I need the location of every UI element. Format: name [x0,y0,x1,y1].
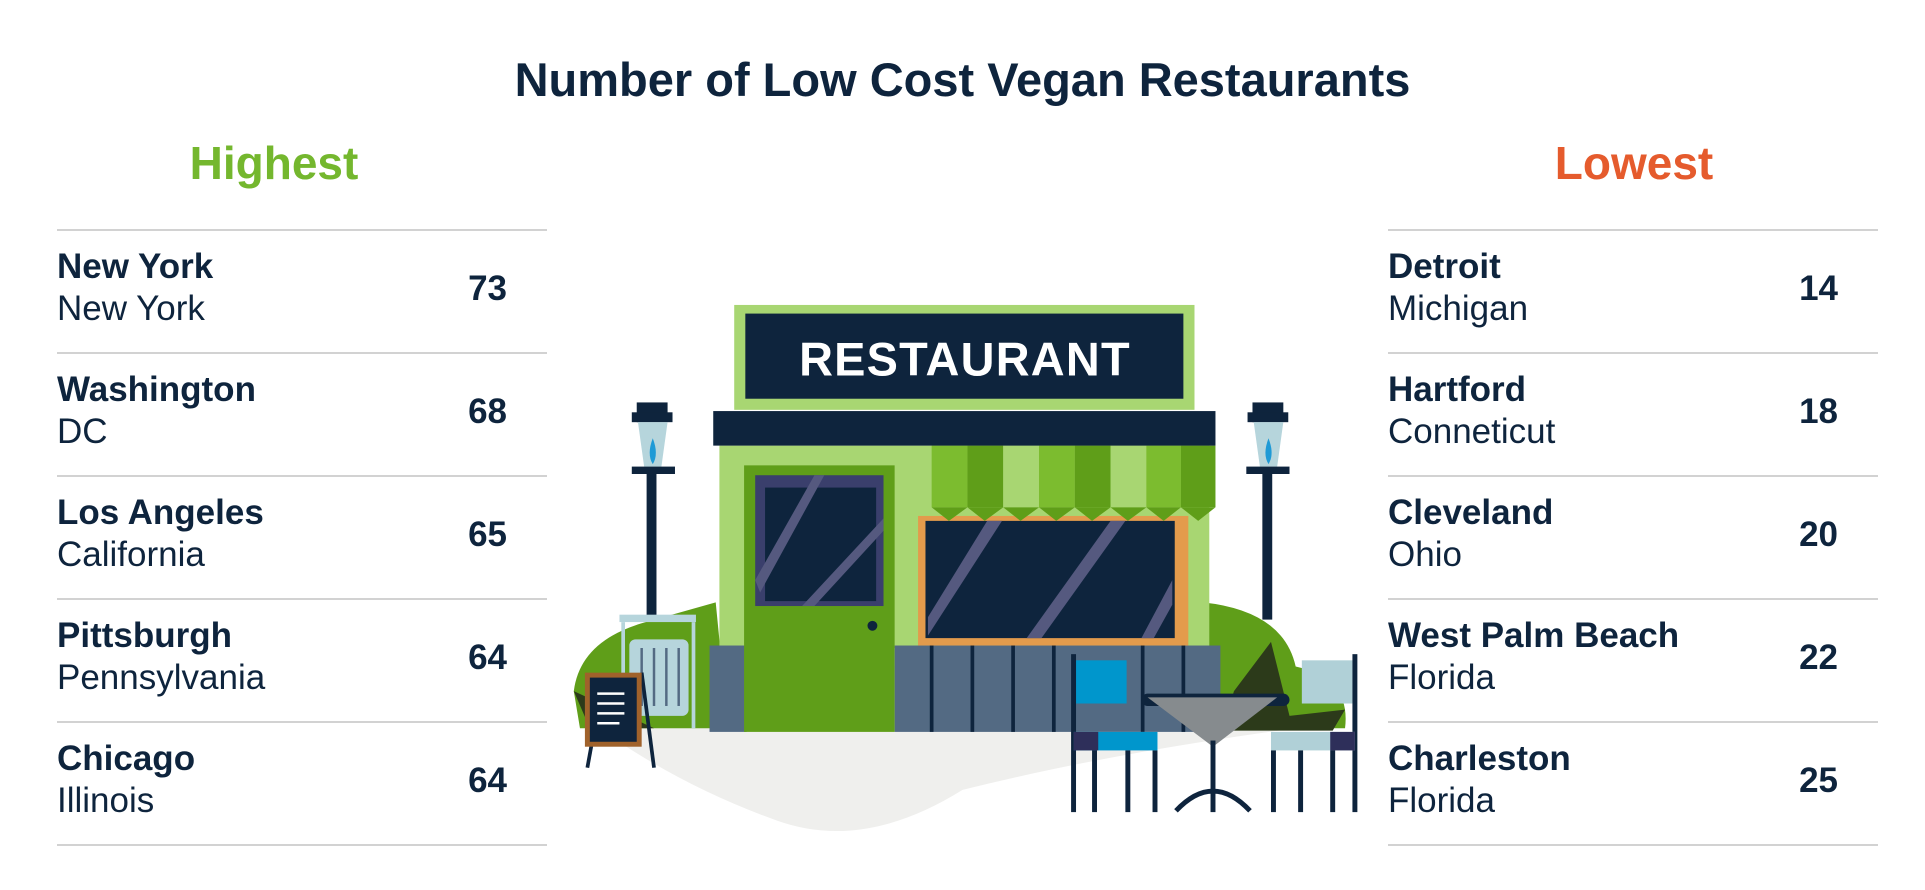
city-name: New York [57,247,214,286]
city-name: West Palm Beach [1388,616,1680,655]
highest-table: New York New York 73 Washington DC 68 Los Ange… [57,229,547,846]
city-name: Los Angeles [57,493,264,532]
restaurant-count: 65 [468,515,507,554]
state-name: Pennsylvania [57,658,266,697]
awning [931,445,1216,521]
restaurant-count: 14 [1799,269,1838,308]
state-name: New York [57,289,205,328]
city-name: Washington [57,370,256,409]
table-row: Cleveland Ohio 20 [1388,477,1878,600]
menu-board-icon [584,672,656,769]
state-name: DC [57,412,108,451]
lowest-table: Detroit Michigan 14 Hartford Conneticut 18 Cle… [1388,229,1878,846]
restaurant-count: 73 [468,269,507,308]
state-name: Ohio [1388,535,1462,574]
state-name: Florida [1388,781,1495,820]
table-row: Pittsburgh Pennsylvania 64 [57,600,547,723]
city-name: Cleveland [1388,493,1554,532]
table-row: Charleston Florida 25 [1388,723,1878,846]
city-name: Charleston [1388,739,1571,778]
city-name: Hartford [1388,370,1527,409]
restaurant-count: 64 [468,638,507,677]
state-name: California [57,535,205,574]
chart-title: Number of Low Cost Vegan Restaurants [514,53,1411,106]
table-row: New York New York 73 [57,231,547,354]
table-row: West Palm Beach Florida 22 [1388,600,1878,723]
highest-heading: Highest [189,137,359,189]
city-name: Pittsburgh [57,616,232,655]
restaurant-count: 22 [1799,638,1838,677]
left-lamp-icon [631,402,675,620]
table-row: Los Angeles California 65 [57,477,547,600]
table-row: Chicago Illinois 64 [57,723,547,846]
restaurant-count: 25 [1799,761,1838,800]
table-row: Detroit Michigan 14 [1388,231,1878,354]
table-icon [1141,693,1290,813]
restaurant-count: 20 [1799,515,1838,554]
right-chair-icon [1270,654,1358,813]
lowest-heading: Lowest [1554,137,1714,189]
restaurant-count: 18 [1799,392,1838,431]
right-lamp-icon [1246,402,1290,620]
state-name: Florida [1388,658,1495,697]
restaurant-count: 68 [468,392,507,431]
left-chair-icon [1071,654,1158,813]
restaurant-sign-text: RESTAURANT [799,333,1131,385]
table-row: Washington DC 68 [57,354,547,477]
city-name: Chicago [57,739,196,778]
state-name: Conneticut [1388,412,1556,451]
table-row: Hartford Conneticut 18 [1388,354,1878,477]
city-name: Detroit [1388,247,1501,286]
restaurant-count: 64 [468,761,507,800]
state-name: Michigan [1388,289,1529,328]
state-name: Illinois [57,781,155,820]
